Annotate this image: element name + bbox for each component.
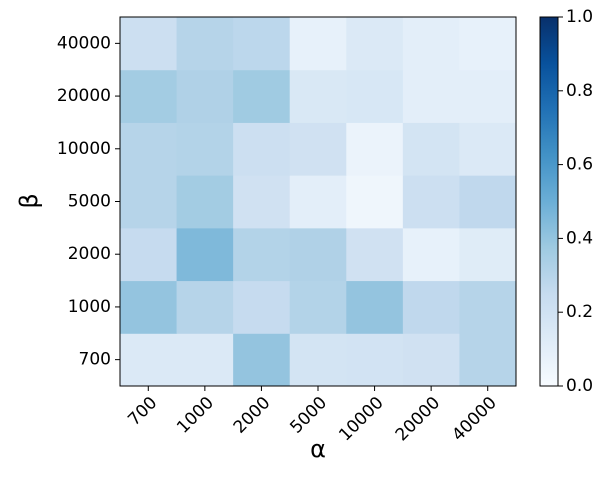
heatmap-cell	[289, 280, 347, 334]
y-tick-label: 40000	[57, 33, 111, 53]
heatmap-cell	[459, 175, 517, 229]
y-tick-label: 20000	[57, 86, 111, 106]
heatmap-cell	[233, 280, 291, 334]
colorbar-tick-label: 0.4	[566, 228, 593, 248]
heatmap-cell	[120, 227, 178, 282]
y-axis-label: β	[15, 193, 43, 208]
heatmap-cell	[176, 122, 234, 176]
heatmap-cell	[402, 69, 460, 123]
heatmap-cell	[459, 17, 517, 71]
heatmap-cell	[346, 175, 404, 229]
heatmap-cell	[346, 122, 404, 176]
heatmap-cell	[346, 17, 404, 71]
heatmap-cell	[120, 17, 178, 71]
x-tick-label: 40000	[448, 393, 500, 445]
heatmap-cell	[346, 69, 404, 123]
heatmap-cell	[289, 227, 347, 282]
heatmap-cell	[346, 333, 404, 387]
heatmap-cell	[402, 333, 460, 387]
y-tick-label: 700	[79, 350, 111, 370]
heatmap-cell	[346, 227, 404, 282]
colorbar-tick-label: 0.6	[566, 155, 593, 175]
heatmap-cell	[289, 69, 347, 123]
x-tick-label: 2000	[230, 393, 275, 438]
x-tick-label: 5000	[286, 393, 331, 438]
colorbar-tick-label: 1.0	[566, 7, 593, 27]
heatmap-cell	[459, 69, 517, 123]
heatmap-cell	[120, 69, 178, 123]
heatmap-cell	[402, 17, 460, 71]
heatmap-cell	[120, 122, 178, 176]
heatmap-cell	[402, 175, 460, 229]
heatmap-cell	[176, 227, 234, 282]
heatmap-cell	[289, 17, 347, 71]
x-axis-label: α	[310, 435, 326, 463]
colorbar-tick-label: 0.2	[566, 302, 593, 322]
heatmap-cell	[120, 333, 178, 387]
heatmap-cell	[233, 227, 291, 282]
heatmap-cell	[402, 227, 460, 282]
heatmap-cell	[233, 17, 291, 71]
x-tick-label: 20000	[392, 393, 444, 445]
heatmap-cell	[233, 175, 291, 229]
heatmap-cell	[120, 175, 178, 229]
colorbar-tick-label: 0.8	[566, 81, 593, 101]
heatmap-cell	[459, 280, 517, 334]
colorbar-tick-label: 0.0	[566, 376, 593, 396]
heatmap-cell	[233, 333, 291, 387]
heatmap-cell	[289, 175, 347, 229]
heatmap-cell	[233, 122, 291, 176]
heatmap-cell	[289, 333, 347, 387]
heatmap-cell	[176, 17, 234, 71]
x-tick-label: 1000	[173, 393, 218, 438]
heatmap-cell	[176, 175, 234, 229]
heatmap-cell	[459, 227, 517, 282]
heatmap-cell	[289, 122, 347, 176]
heatmap-cell	[459, 333, 517, 387]
y-tick-label: 1000	[68, 297, 111, 317]
heatmap-cell	[459, 122, 517, 176]
heatmap-cell	[176, 280, 234, 334]
heatmap-cell	[346, 280, 404, 334]
x-tick-label: 10000	[335, 393, 387, 445]
heatmap-cell	[176, 69, 234, 123]
y-tick-label: 10000	[57, 139, 111, 159]
heatmap-cell	[402, 122, 460, 176]
y-tick-label: 5000	[68, 192, 111, 212]
colorbar	[539, 16, 559, 387]
x-tick-label: 700	[124, 393, 161, 430]
heatmap-cell	[233, 69, 291, 123]
heatmap-cell	[120, 280, 178, 334]
heatmap-cell	[176, 333, 234, 387]
heatmap-cell	[402, 280, 460, 334]
y-tick-label: 2000	[68, 244, 111, 264]
